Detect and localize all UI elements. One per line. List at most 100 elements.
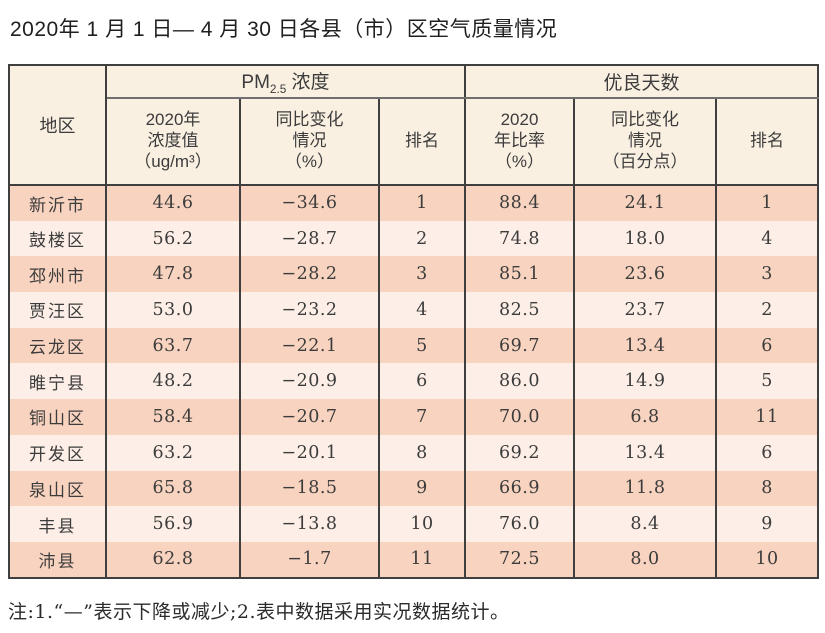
good-change-cell: 24.1 [573,185,717,221]
good-change-cell: 6.8 [573,399,717,435]
region-cell: 鼓楼区 [8,220,107,257]
region-cell: 泉山区 [8,470,107,507]
table-header: 地区 PM2.5 浓度 优良天数 2020年 浓度值 （ug/m³） 同比变化 … [8,65,820,186]
column-header-good-change: 同比变化 情况 （百分点） [573,98,717,186]
table-body: 新沂市 44.6 −34.6 1 88.4 24.1 1 鼓楼区 56.2 −2… [8,185,820,578]
good-rank-cell: 4 [714,220,820,257]
pm-change-cell: −1.7 [239,541,380,578]
good-ratio-cell: 85.1 [464,256,575,293]
table-row: 邳州市 47.8 −28.2 3 85.1 23.6 3 [8,256,820,293]
page-title: 2020年 1 月 1 日— 4 月 30 日各县（市）区空气质量情况 [10,18,558,41]
pm-value-cell: 44.6 [105,185,241,221]
good-rank-cell: 8 [714,470,820,507]
region-cell: 邳州市 [8,256,107,293]
region-cell: 云龙区 [8,327,107,364]
pm-value-cell: 47.8 [105,256,241,293]
column-header-pm-value: 2020年 浓度值 （ug/m³） [105,98,241,186]
pm-rank-cell: 11 [378,541,466,578]
pm-rank-cell: 3 [378,256,466,293]
region-cell: 沛县 [8,541,107,578]
good-ratio-cell: 70.0 [464,399,575,435]
region-cell: 丰县 [8,506,107,542]
good-rank-cell: 6 [714,327,820,364]
pm-change-cell: −18.5 [239,470,380,507]
table-row: 开发区 63.2 −20.1 8 69.2 13.4 6 [8,434,820,471]
pm-rank-cell: 6 [378,363,466,400]
good-ratio-cell: 88.4 [464,185,575,221]
pm-value-cell: 58.4 [105,399,241,435]
pm-value-cell: 63.2 [105,434,241,471]
table-row: 沛县 62.8 −1.7 11 72.5 8.0 10 [8,541,820,578]
good-rank-cell: 2 [714,292,820,328]
pm-value-cell: 62.8 [105,541,241,578]
good-change-cell: 23.6 [573,256,717,293]
pm-value-cell: 63.7 [105,327,241,364]
good-rank-cell: 11 [714,399,820,435]
good-change-cell: 8.4 [573,506,717,542]
group-header-row: 地区 PM2.5 浓度 优良天数 [8,65,820,186]
good-change-cell: 13.4 [573,327,717,364]
pm-change-cell: −28.7 [239,220,380,257]
good-change-cell: 8.0 [573,541,717,578]
good-change-cell: 23.7 [573,292,717,328]
column-header-good-ratio: 2020 年比率 （%） [464,98,575,186]
good-rank-cell: 5 [714,363,820,400]
sub-header-row: 2020年 浓度值 （ug/m³） 同比变化 情况 （%） 排名 2020 年比… [9,98,820,186]
good-rank-cell: 9 [714,506,820,542]
good-rank-cell: 6 [714,434,820,471]
pm-rank-cell: 10 [378,506,466,542]
pm-change-cell: −20.1 [239,434,380,471]
table-row: 云龙区 63.7 −22.1 5 69.7 13.4 6 [8,327,820,364]
good-ratio-cell: 82.5 [464,292,575,328]
region-cell: 铜山区 [8,399,107,435]
pm-rank-cell: 4 [378,292,466,328]
region-cell: 贾汪区 [8,292,107,328]
good-change-cell: 18.0 [573,220,717,257]
good-ratio-cell: 72.5 [464,541,575,578]
column-header-pm-change: 同比变化 情况 （%） [239,98,380,186]
pm-rank-cell: 2 [378,220,466,257]
region-cell: 睢宁县 [8,363,107,400]
pm-rank-cell: 7 [378,399,466,435]
pm-change-cell: −34.6 [239,185,380,221]
table-row: 丰县 56.9 −13.8 10 76.0 8.4 9 [8,506,820,542]
column-header-pm-rank: 排名 [378,98,466,186]
pm-rank-cell: 5 [378,327,466,364]
column-header-good-rank: 排名 [714,98,820,186]
good-change-cell: 13.4 [573,434,717,471]
good-ratio-cell: 69.2 [464,434,575,471]
pm-rank-cell: 9 [378,470,466,507]
pm-value-cell: 65.8 [105,470,241,507]
column-group-good-days: 优良天数 [463,65,820,99]
pm-value-cell: 56.9 [105,506,241,542]
pm-value-cell: 56.2 [105,220,241,257]
good-change-cell: 14.9 [573,363,717,400]
pm25-label-suffix: 浓度 [286,72,330,94]
good-rank-cell: 3 [714,256,820,293]
good-rank-cell: 1 [714,185,820,221]
pm-change-cell: −22.1 [239,327,380,364]
air-quality-table: 地区 PM2.5 浓度 优良天数 2020年 浓度值 （ug/m³） 同比变化 … [8,64,820,579]
column-group-pm25: PM2.5 浓度 [105,65,466,99]
pm-change-cell: −13.8 [239,506,380,542]
good-ratio-cell: 69.7 [464,327,575,364]
column-header-region: 地区 [8,65,107,186]
good-change-cell: 11.8 [573,470,717,507]
region-cell: 开发区 [8,434,107,471]
table-row: 泉山区 65.8 −18.5 9 66.9 11.8 8 [8,470,820,507]
table-row: 贾汪区 53.0 −23.2 4 82.5 23.7 2 [8,292,820,328]
footnote: 注:1.“—”表示下降或减少;2.表中数据采用实况数据统计。 [8,600,510,623]
table-row: 鼓楼区 56.2 −28.7 2 74.8 18.0 4 [8,220,820,257]
good-ratio-cell: 76.0 [464,506,575,542]
table-row: 新沂市 44.6 −34.6 1 88.4 24.1 1 [8,185,820,221]
table-row: 睢宁县 48.2 −20.9 6 86.0 14.9 5 [8,363,820,400]
pm-rank-cell: 8 [378,434,466,471]
table-row: 铜山区 58.4 −20.7 7 70.0 6.8 11 [8,399,820,435]
pm25-label-prefix: PM [241,72,270,94]
pm-change-cell: −23.2 [239,292,380,328]
good-ratio-cell: 66.9 [464,470,575,507]
good-ratio-cell: 74.8 [464,220,575,257]
pm-value-cell: 48.2 [105,363,241,400]
good-ratio-cell: 86.0 [464,363,575,400]
pm-rank-cell: 1 [378,185,466,221]
